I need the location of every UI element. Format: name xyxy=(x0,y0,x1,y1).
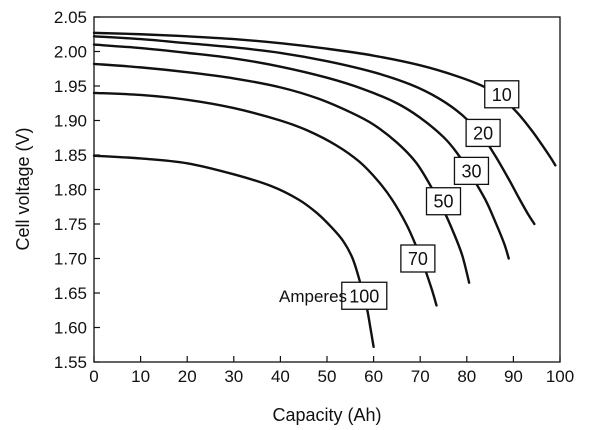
curve-label-70: 70 xyxy=(400,244,436,273)
y-tick-label: 1.70 xyxy=(54,250,87,269)
curve-label-text: 30 xyxy=(461,161,481,181)
curve-label-10: 10 xyxy=(484,80,520,109)
curve-label-box xyxy=(400,244,436,273)
x-tick-label: 100 xyxy=(546,367,574,386)
curve-label-box xyxy=(341,281,388,310)
x-tick-label: 70 xyxy=(411,367,430,386)
curve-100-amperes xyxy=(92,154,375,349)
curve-label-text: 20 xyxy=(473,123,493,143)
y-tick-label: 1.55 xyxy=(54,353,87,372)
curve-label-text: 10 xyxy=(492,85,512,105)
y-tick-label: 1.80 xyxy=(54,181,87,200)
curve-50-amperes xyxy=(92,62,471,284)
x-tick-label: 80 xyxy=(457,367,476,386)
y-tick-label: 1.60 xyxy=(54,319,87,338)
curve-label-box xyxy=(453,156,490,186)
x-tick-label: 90 xyxy=(504,367,523,386)
y-tick-label: 1.90 xyxy=(54,112,87,131)
x-axis-ticks: 0 10 20 30 40 50 60 70 80 90 100 xyxy=(89,356,574,386)
curve-10-amperes xyxy=(92,31,557,167)
curve-label-box xyxy=(465,118,501,148)
curve-30-amperes xyxy=(92,43,510,260)
x-tick-label: 30 xyxy=(224,367,243,386)
x-tick-label: 60 xyxy=(364,367,383,386)
curve-labels: 10 20 30 50 70 100 xyxy=(341,80,520,310)
curve-label-20: 20 xyxy=(465,118,501,148)
x-tick-label: 20 xyxy=(178,367,197,386)
y-tick-label: 1.75 xyxy=(54,215,87,234)
curve-label-text: 50 xyxy=(433,192,453,212)
y-tick-label: 1.65 xyxy=(54,284,87,303)
x-tick-label: 10 xyxy=(131,367,150,386)
curve-20-amperes xyxy=(92,35,536,226)
y-tick-label: 1.85 xyxy=(54,146,87,165)
curve-label-30: 30 xyxy=(453,156,490,186)
x-axis-title: Capacity (Ah) xyxy=(272,405,381,425)
curves xyxy=(92,31,557,349)
y-tick-label: 2.05 xyxy=(54,8,87,27)
curve-label-50: 50 xyxy=(425,187,462,216)
x-tick-label: 40 xyxy=(271,367,290,386)
amperes-annotation: Amperes xyxy=(279,287,347,306)
y-axis-ticks: 1.55 1.60 1.65 1.70 1.75 1.80 1.85 1.90 1.95 2.00… xyxy=(54,8,100,372)
curve-label-text: 70 xyxy=(408,249,428,269)
curve-70-amperes xyxy=(92,91,438,307)
y-tick-label: 1.95 xyxy=(54,77,87,96)
curve-label-text: 100 xyxy=(349,286,379,306)
x-tick-label: 50 xyxy=(318,367,337,386)
curve-label-box xyxy=(425,187,462,216)
curve-label-box xyxy=(484,80,520,109)
y-axis-title: Cell voltage (V) xyxy=(13,127,33,250)
curve-label-100: 100 xyxy=(341,281,388,310)
x-tick-label: 0 xyxy=(89,367,98,386)
y-tick-label: 2.00 xyxy=(54,43,87,62)
